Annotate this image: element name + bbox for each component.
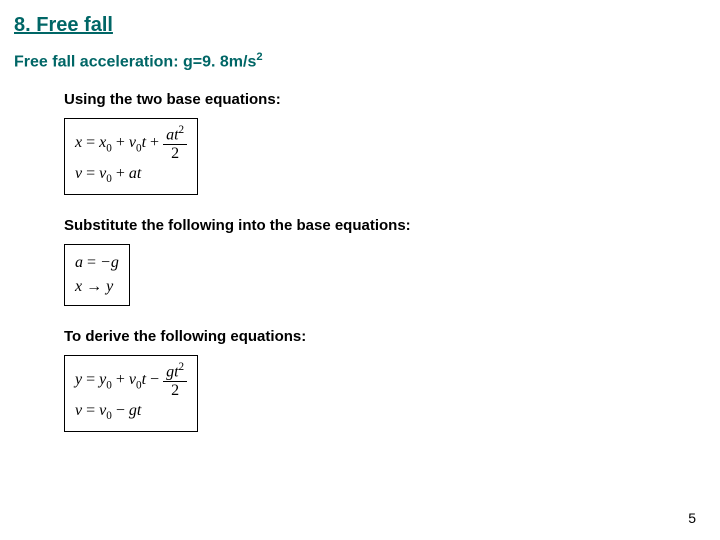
derived-equations-box: y = y0 + v0t − gt22 v = v0 − gt	[64, 355, 198, 432]
eq-op: =	[82, 371, 99, 388]
eq-op: =	[82, 134, 99, 151]
base-eq-1: x = x0 + v0t + at22	[75, 125, 187, 162]
derived-eq-1: y = y0 + v0t − gt22	[75, 362, 187, 399]
eq-sup: 2	[179, 361, 185, 373]
label-using: Using the two base equations:	[64, 91, 706, 108]
section-title: 8. Free fall	[14, 14, 706, 37]
eq-var: v	[129, 371, 136, 388]
subst-eq-2: x → y	[75, 275, 119, 299]
eq-op: −	[112, 402, 129, 419]
eq-op: =	[82, 402, 99, 419]
label-derive: To derive the following equations:	[64, 328, 706, 345]
fraction: at2 2	[163, 125, 187, 162]
eq-var: −g	[100, 254, 119, 271]
eq-op: +	[112, 165, 129, 182]
subst-eq-1: a = −g	[75, 251, 119, 275]
eq-op: +	[146, 134, 163, 151]
eq-op: −	[146, 371, 163, 388]
subtitle-text: Free fall acceleration: g=9. 8m/s	[14, 53, 256, 70]
eq-var: v	[129, 134, 136, 151]
eq-num: 2	[163, 382, 187, 400]
derived-eq-2: v = v0 − gt	[75, 399, 187, 425]
eq-sup: 2	[179, 124, 185, 136]
label-substitute: Substitute the following into the base e…	[64, 217, 706, 234]
eq-op: +	[112, 371, 129, 388]
base-equations-box: x = x0 + v0t + at22 v = v0 + at	[64, 118, 198, 195]
eq-op: +	[112, 134, 129, 151]
eq-var: gt	[166, 364, 178, 381]
eq-num: 2	[163, 145, 187, 163]
fraction: gt2 2	[163, 362, 187, 399]
page-number: 5	[688, 510, 696, 526]
eq-var: at	[166, 127, 178, 144]
eq-op: =	[82, 165, 99, 182]
eq-var: y	[106, 278, 113, 295]
substitution-box: a = −g x → y	[64, 244, 130, 306]
eq-var: at	[129, 165, 141, 182]
subtitle-exponent: 2	[256, 51, 262, 63]
eq-op: =	[83, 254, 100, 271]
base-eq-2: v = v0 + at	[75, 162, 187, 188]
arrow-icon: →	[82, 278, 106, 295]
subtitle: Free fall acceleration: g=9. 8m/s2	[14, 51, 706, 71]
eq-var: a	[75, 254, 83, 271]
eq-var: gt	[129, 402, 141, 419]
